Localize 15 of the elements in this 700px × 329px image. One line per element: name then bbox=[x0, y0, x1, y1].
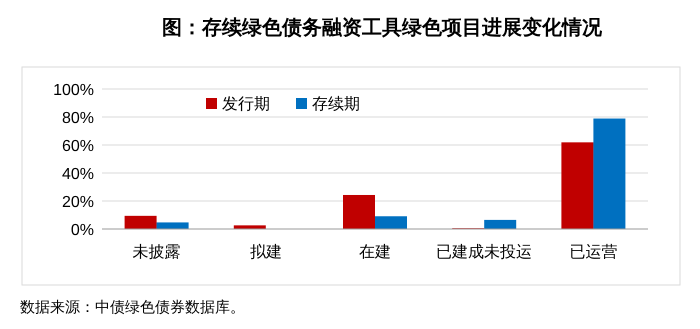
legend-label: 发行期 bbox=[222, 95, 270, 113]
x-tick-label: 未披露 bbox=[132, 243, 181, 261]
x-tick-label: 在建 bbox=[359, 243, 391, 261]
y-tick-label: 100% bbox=[53, 82, 94, 99]
source-note: 数据来源：中债绿色债券数据库。 bbox=[20, 299, 245, 316]
x-tick-label: 已运营 bbox=[569, 243, 618, 261]
y-tick-label: 80% bbox=[62, 110, 94, 127]
y-tick-label: 20% bbox=[62, 194, 94, 211]
chart-title: 图：存续绿色债务融资工具绿色项目进展变化情况 bbox=[162, 16, 603, 39]
x-tick-label: 拟建 bbox=[250, 243, 282, 261]
x-tick-label: 已建成未投运 bbox=[436, 243, 532, 261]
legend-label: 存续期 bbox=[312, 95, 360, 113]
y-tick-label: 60% bbox=[62, 138, 94, 155]
y-tick-label: 0% bbox=[70, 222, 94, 239]
y-tick-label: 40% bbox=[62, 166, 94, 183]
